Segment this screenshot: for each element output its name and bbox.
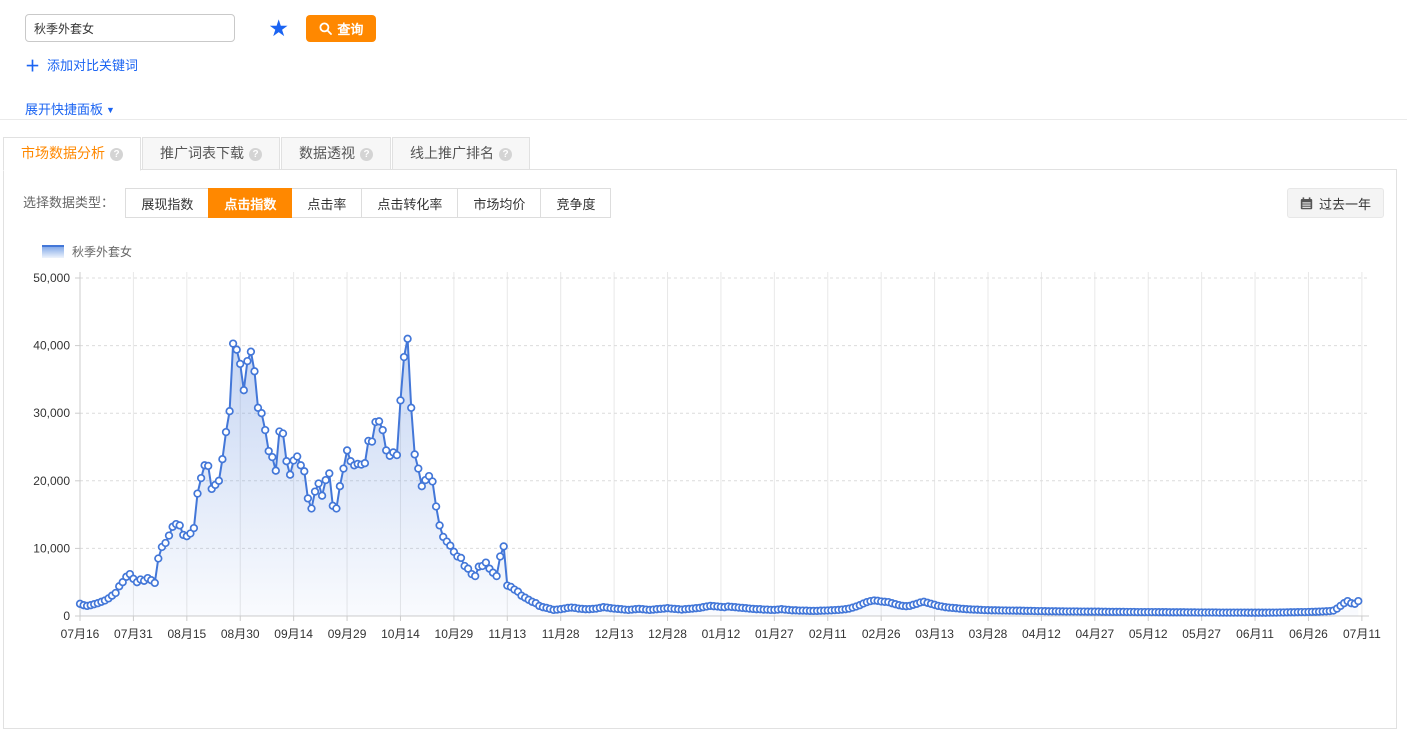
svg-text:12月28: 12月28 xyxy=(648,627,687,641)
data-type-group: 展现指数 点击指数 点击率 点击转化率 市场均价 竞争度 xyxy=(125,188,612,218)
data-type-label: 选择数据类型： xyxy=(23,195,115,210)
svg-text:08月15: 08月15 xyxy=(167,627,206,641)
tab-label: 线上推广排名 xyxy=(410,145,494,161)
keyword-search-panel: ★ 查询 ＋ 添加对比关键词 展开快捷面板▼ xyxy=(0,0,1407,120)
svg-text:04月27: 04月27 xyxy=(1075,627,1114,641)
help-question-icon[interactable]: ? xyxy=(249,148,262,161)
analysis-panel: 选择数据类型： 展现指数 点击指数 点击率 点击转化率 市场均价 竞争度 过去一年 秋季外… xyxy=(3,169,1397,729)
search-row: ★ 查询 xyxy=(25,14,1407,42)
query-button[interactable]: 查询 xyxy=(306,14,377,42)
svg-text:07月31: 07月31 xyxy=(114,627,153,641)
svg-text:50,000: 50,000 xyxy=(33,271,70,285)
favorite-star-icon[interactable]: ★ xyxy=(268,14,289,41)
add-compare-label: 添加对比关键词 xyxy=(47,58,139,73)
svg-text:12月13: 12月13 xyxy=(595,627,634,641)
svg-text:10月14: 10月14 xyxy=(381,627,420,641)
svg-text:10月29: 10月29 xyxy=(435,627,474,641)
svg-text:03月28: 03月28 xyxy=(969,627,1008,641)
svg-text:03月13: 03月13 xyxy=(915,627,954,641)
svg-text:01月27: 01月27 xyxy=(755,627,794,641)
help-question-icon[interactable]: ? xyxy=(360,148,373,161)
svg-text:02月26: 02月26 xyxy=(862,627,901,641)
search-icon xyxy=(319,22,333,35)
svg-text:04月12: 04月12 xyxy=(1022,627,1061,641)
date-range-button[interactable]: 过去一年 xyxy=(1286,188,1384,218)
svg-text:20,000: 20,000 xyxy=(33,474,70,488)
data-type-button[interactable]: 竞争度 xyxy=(540,188,612,218)
calendar-icon xyxy=(1300,196,1313,209)
query-button-label: 查询 xyxy=(337,21,364,37)
trend-chart: 0 10,000 20,000 30,000 40,000 50,000 07月16 07月3… xyxy=(33,271,1381,641)
expand-panel-label: 展开快捷面板 xyxy=(25,102,104,117)
expand-quick-panel-link[interactable]: 展开快捷面板 ▼ xyxy=(25,99,115,118)
svg-text:11月28: 11月28 xyxy=(542,627,580,641)
svg-text:11月13: 11月13 xyxy=(488,627,526,641)
caret-down-icon: ▼ xyxy=(106,105,115,115)
legend-swatch-icon xyxy=(42,245,64,258)
svg-text:07月11: 07月11 xyxy=(1343,627,1381,641)
svg-text:02月11: 02月11 xyxy=(809,627,847,641)
tab-label: 推广词表下载 xyxy=(160,145,244,161)
svg-text:30,000: 30,000 xyxy=(33,406,70,420)
tab-label: 市场数据分析 xyxy=(21,145,105,161)
tab-bar: 市场数据分析? 推广词表下载? 数据透视? 线上推广排名? xyxy=(3,137,1407,171)
data-type-button[interactable]: 点击率 xyxy=(291,188,363,218)
svg-text:09月29: 09月29 xyxy=(328,627,367,641)
data-type-button[interactable]: 点击指数 xyxy=(208,188,293,218)
legend-label: 秋季外套女 xyxy=(72,245,133,259)
data-type-button[interactable]: 市场均价 xyxy=(457,188,542,218)
help-question-icon[interactable]: ? xyxy=(499,148,512,161)
svg-text:06月11: 06月11 xyxy=(1236,627,1274,641)
svg-text:08月30: 08月30 xyxy=(221,627,260,641)
svg-text:40,000: 40,000 xyxy=(33,339,70,353)
keyword-input[interactable] xyxy=(25,14,235,42)
add-compare-keyword-link[interactable]: ＋ 添加对比关键词 xyxy=(25,55,138,76)
date-range-label: 过去一年 xyxy=(1318,196,1371,212)
svg-text:10,000: 10,000 xyxy=(33,541,70,555)
tab-label: 数据透视 xyxy=(299,145,355,161)
svg-text:05月12: 05月12 xyxy=(1129,627,1168,641)
data-type-button[interactable]: 点击转化率 xyxy=(361,188,459,218)
svg-text:01月12: 01月12 xyxy=(702,627,741,641)
svg-text:06月26: 06月26 xyxy=(1289,627,1328,641)
tab-3[interactable]: 线上推广排名? xyxy=(392,137,530,170)
data-type-selector-row: 选择数据类型： 展现指数 点击指数 点击率 点击转化率 市场均价 竞争度 过去一年 xyxy=(4,188,1396,218)
svg-text:0: 0 xyxy=(63,609,70,623)
tab-1[interactable]: 推广词表下载? xyxy=(142,137,280,170)
plus-icon: ＋ xyxy=(25,58,41,75)
data-type-button[interactable]: 展现指数 xyxy=(125,188,210,218)
svg-text:05月27: 05月27 xyxy=(1182,627,1221,641)
tab-0[interactable]: 市场数据分析? xyxy=(3,137,141,171)
help-question-icon[interactable]: ? xyxy=(110,148,123,161)
svg-text:09月14: 09月14 xyxy=(274,627,313,641)
svg-text:07月16: 07月16 xyxy=(61,627,100,641)
legend-item[interactable]: 秋季外套女 xyxy=(42,243,132,260)
tab-2[interactable]: 数据透视? xyxy=(281,137,391,170)
